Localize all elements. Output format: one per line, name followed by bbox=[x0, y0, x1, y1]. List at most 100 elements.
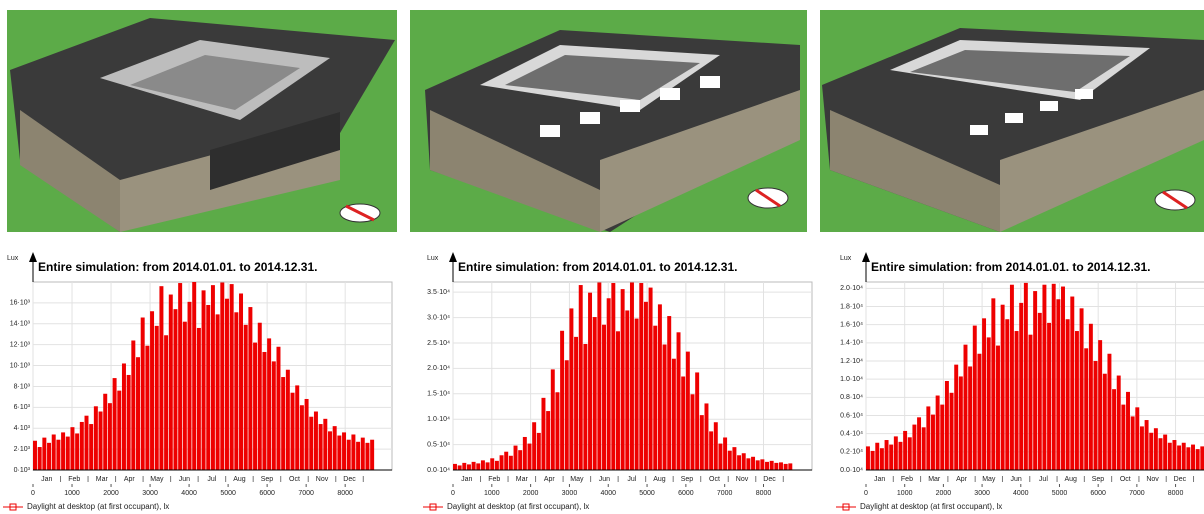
bar bbox=[917, 417, 921, 470]
month-label: Nov bbox=[1146, 476, 1159, 483]
y-tick-label: 2.5·10⁴ bbox=[427, 340, 450, 347]
bar bbox=[704, 403, 708, 470]
bar bbox=[1038, 313, 1042, 470]
bar bbox=[1047, 323, 1051, 470]
bar bbox=[514, 446, 518, 470]
x-tick-label: 1000 bbox=[897, 490, 913, 497]
x-tick-label: 3000 bbox=[142, 490, 158, 497]
bar bbox=[973, 326, 977, 470]
bar bbox=[1080, 308, 1084, 470]
bar bbox=[145, 346, 149, 470]
bar bbox=[931, 415, 935, 470]
bar bbox=[1094, 361, 1098, 470]
y-tick-label: 10·10³ bbox=[10, 362, 31, 369]
y-tick-label: 3.0·10⁴ bbox=[427, 314, 450, 321]
bar bbox=[607, 298, 611, 470]
bar bbox=[639, 283, 643, 470]
y-tick-label: 1.5·10⁴ bbox=[427, 391, 450, 398]
month-label: Sep bbox=[681, 476, 694, 483]
bar bbox=[611, 283, 615, 470]
bar bbox=[75, 433, 79, 470]
bar bbox=[681, 377, 685, 470]
month-label: Mar bbox=[928, 476, 941, 483]
bar bbox=[1168, 443, 1172, 470]
bar bbox=[658, 304, 662, 470]
y-tick-label: 0.0·10⁴ bbox=[427, 467, 450, 474]
x-tick-label: 1000 bbox=[64, 490, 80, 497]
bar bbox=[188, 302, 192, 470]
bar bbox=[532, 422, 536, 470]
month-label: Oct bbox=[709, 476, 720, 483]
y-tick-label: 0.8·10⁴ bbox=[840, 394, 863, 401]
render-3 bbox=[820, 10, 1204, 232]
x-tick-label: 4000 bbox=[181, 490, 197, 497]
y-tick-label: 0·10³ bbox=[14, 467, 31, 474]
bar bbox=[127, 375, 131, 470]
month-label: Sep bbox=[261, 476, 274, 483]
bar bbox=[509, 456, 513, 470]
bar bbox=[551, 369, 555, 470]
month-label: Jul bbox=[207, 476, 216, 483]
bar bbox=[709, 431, 713, 470]
month-label: Dec bbox=[1174, 476, 1187, 483]
y-tick-label: 2.0·10⁴ bbox=[840, 285, 863, 292]
y-tick-label: 4·10³ bbox=[14, 425, 31, 432]
bar bbox=[625, 310, 629, 470]
bar bbox=[760, 459, 764, 470]
month-label: Oct bbox=[289, 476, 300, 483]
x-tick-label: 8000 bbox=[337, 490, 353, 497]
bar bbox=[155, 326, 159, 470]
bar bbox=[1126, 392, 1130, 470]
bar bbox=[1135, 407, 1139, 470]
bar bbox=[500, 455, 504, 470]
x-tick-label: 4000 bbox=[600, 490, 616, 497]
bar bbox=[1098, 340, 1102, 470]
bar bbox=[728, 451, 732, 470]
month-label: Mar bbox=[516, 476, 529, 483]
axis-arrow bbox=[449, 252, 457, 262]
x-tick-label: 7000 bbox=[298, 490, 314, 497]
month-label: Oct bbox=[1120, 476, 1131, 483]
bar bbox=[323, 419, 327, 470]
bar bbox=[746, 458, 750, 470]
y-tick-label: 14·10³ bbox=[10, 321, 31, 328]
bar bbox=[272, 361, 276, 470]
bar bbox=[885, 440, 889, 470]
y-tick-label: 0.2·10⁴ bbox=[840, 449, 863, 456]
y-tick-label: 1.8·10⁴ bbox=[840, 303, 863, 310]
bar bbox=[894, 436, 898, 470]
bar bbox=[954, 365, 958, 470]
y-tick-label: 0.5·10⁴ bbox=[427, 441, 450, 448]
bar bbox=[286, 370, 290, 470]
month-label: Jul bbox=[1039, 476, 1048, 483]
y-tick-label: 16·10³ bbox=[10, 300, 31, 307]
bar bbox=[89, 424, 93, 470]
bar bbox=[481, 460, 485, 470]
bar bbox=[220, 283, 224, 470]
y-tick-label: 3.5·10⁴ bbox=[427, 289, 450, 296]
bar bbox=[1019, 303, 1023, 470]
month-label: Aug bbox=[1064, 476, 1077, 483]
bar bbox=[737, 455, 741, 470]
month-label: Aug bbox=[653, 476, 666, 483]
bar bbox=[94, 406, 98, 470]
bar bbox=[597, 283, 601, 470]
x-tick-label: 8000 bbox=[756, 490, 772, 497]
bar bbox=[1182, 443, 1186, 470]
bar bbox=[281, 377, 285, 470]
bar bbox=[356, 442, 360, 470]
bar bbox=[458, 465, 462, 470]
month-label: Dec bbox=[343, 476, 356, 483]
bar bbox=[178, 283, 182, 470]
bar bbox=[258, 323, 262, 470]
bar bbox=[908, 437, 912, 470]
bar bbox=[239, 293, 243, 470]
bar bbox=[899, 442, 903, 470]
y-tick-label: 1.6·10⁴ bbox=[840, 322, 863, 329]
month-label: Jun bbox=[179, 476, 190, 483]
x-tick-label: 5000 bbox=[1052, 490, 1068, 497]
bar bbox=[1075, 331, 1079, 470]
bar bbox=[765, 462, 769, 470]
bar bbox=[565, 360, 569, 470]
